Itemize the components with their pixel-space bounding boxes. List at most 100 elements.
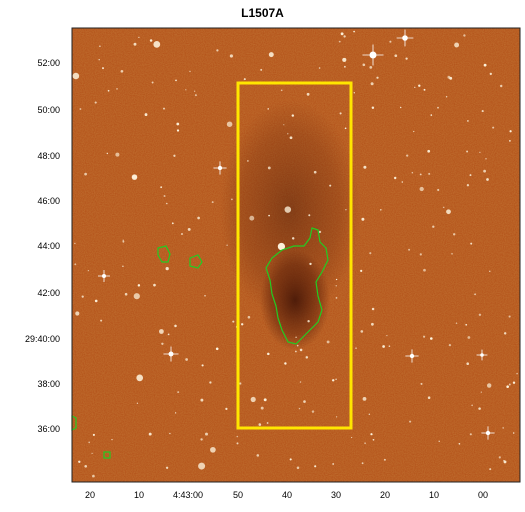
- star: [94, 299, 98, 303]
- star: [204, 294, 206, 297]
- star: [502, 427, 505, 429]
- star: [454, 42, 460, 48]
- star: [153, 283, 156, 287]
- star: [353, 30, 355, 33]
- star: [291, 114, 295, 117]
- star: [480, 391, 482, 393]
- star: [185, 358, 188, 361]
- star: [92, 474, 95, 478]
- star: [428, 172, 431, 175]
- star: [509, 130, 512, 133]
- star: [283, 124, 285, 126]
- star: [369, 252, 372, 255]
- star: [211, 201, 214, 204]
- star: [99, 45, 101, 48]
- star: [438, 440, 440, 442]
- star: [393, 176, 397, 180]
- star: [423, 335, 426, 338]
- star: [187, 227, 191, 231]
- star: [361, 217, 365, 221]
- star: [241, 323, 244, 326]
- star: [512, 381, 516, 384]
- star: [369, 66, 373, 69]
- star: [489, 270, 491, 272]
- star: [133, 293, 140, 300]
- star: [163, 194, 166, 198]
- star: [483, 169, 486, 173]
- star: [408, 248, 411, 251]
- star: [173, 154, 176, 157]
- star: [174, 412, 177, 414]
- star: [386, 334, 388, 337]
- star: [376, 76, 379, 79]
- star: [307, 320, 310, 323]
- star: [400, 106, 402, 109]
- star: [458, 442, 461, 445]
- star: [329, 184, 332, 187]
- star: [267, 166, 271, 170]
- star: [215, 347, 219, 351]
- star: [280, 89, 283, 92]
- star: [295, 336, 297, 338]
- x-tick-label: 10: [133, 490, 144, 500]
- star: [360, 269, 363, 273]
- star: [479, 151, 481, 154]
- star: [338, 40, 341, 43]
- small-contour-2: [189, 254, 203, 269]
- star: [137, 284, 141, 287]
- star: [115, 152, 120, 157]
- star: [243, 78, 246, 81]
- star: [411, 172, 413, 174]
- star: [111, 438, 113, 441]
- star: [165, 266, 169, 271]
- star: [437, 106, 439, 109]
- x-tick-label: 4:43:00: [172, 490, 204, 500]
- star: [298, 407, 301, 410]
- x-tick-label: 50: [232, 490, 243, 500]
- star: [88, 441, 91, 444]
- star: [326, 340, 330, 344]
- star: [250, 396, 256, 403]
- star: [167, 333, 170, 336]
- star: [260, 406, 264, 410]
- star: [389, 40, 392, 43]
- star: [423, 268, 426, 272]
- star: [345, 209, 347, 211]
- star: [74, 242, 76, 245]
- star: [466, 150, 469, 153]
- star: [100, 319, 103, 322]
- star: [343, 35, 346, 38]
- star: [483, 63, 487, 67]
- star: [318, 230, 322, 234]
- star: [94, 101, 97, 104]
- star: [239, 382, 242, 385]
- star: [492, 126, 495, 129]
- star: [420, 382, 423, 385]
- stars-layer: [72, 29, 518, 478]
- star: [247, 315, 251, 319]
- y-tick-label: 36:00: [37, 424, 60, 434]
- star: [249, 215, 255, 221]
- star: [136, 374, 144, 382]
- star: [335, 416, 338, 418]
- star: [332, 463, 335, 465]
- star: [445, 96, 448, 98]
- star: [205, 432, 208, 436]
- star: [287, 133, 289, 135]
- star: [478, 313, 482, 316]
- star: [231, 198, 233, 201]
- star: [401, 181, 404, 183]
- star: [87, 269, 90, 272]
- star: [84, 464, 88, 468]
- y-tick-label: 38:00: [37, 379, 60, 389]
- star: [176, 122, 180, 126]
- x-tick-label: 10: [428, 490, 439, 500]
- star: [311, 410, 315, 413]
- star: [303, 400, 306, 403]
- star: [72, 72, 80, 80]
- star: [296, 344, 299, 347]
- star: [266, 422, 269, 424]
- star: [177, 391, 180, 394]
- star: [268, 52, 274, 58]
